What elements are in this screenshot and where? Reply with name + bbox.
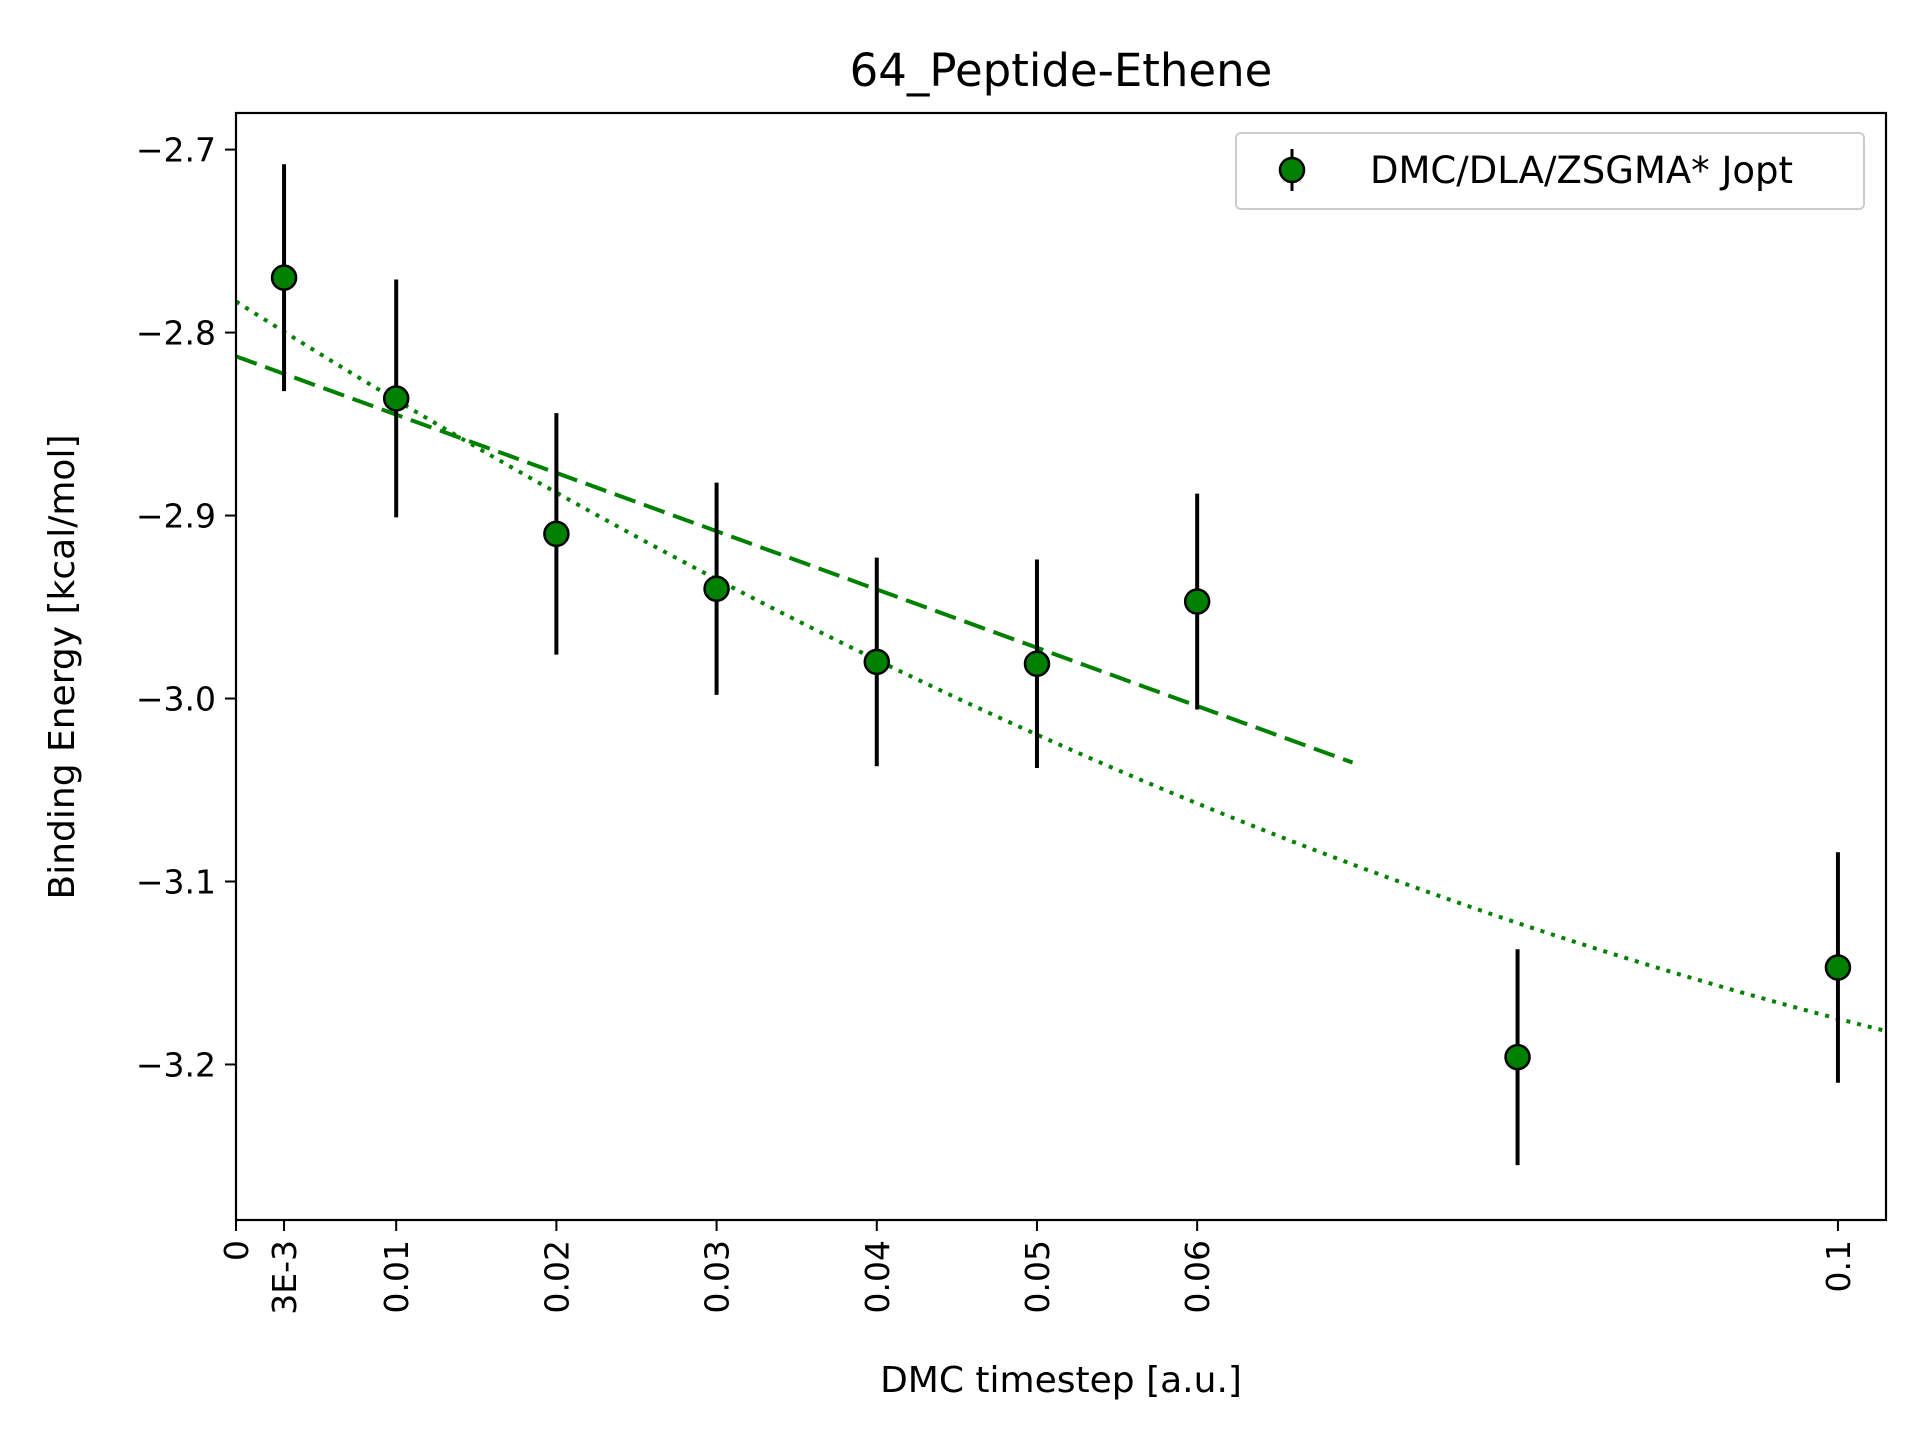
x-tick-label: 0.1 [1819,1240,1858,1292]
data-points [270,164,1852,1166]
data-point [1023,650,1051,678]
data-point [1183,588,1211,615]
data-point [1504,1043,1531,1071]
data-point [1824,954,1852,981]
data-point [382,385,410,412]
legend-label: DMC/DLA/ZSGMA* Jopt [1370,149,1793,192]
x-tick-label: 0.02 [537,1240,576,1313]
x-tick-label: 0.03 [698,1240,737,1313]
x-tick-label: 0.04 [858,1240,897,1313]
y-tick-label: −3.1 [136,862,216,901]
fit-lines [234,299,1887,1033]
y-axis-label: Binding Energy [kcal/mol] [42,435,83,900]
data-point [543,520,570,548]
y-tick-label: −2.8 [136,314,216,353]
legend: DMC/DLA/ZSGMA* Jopt [1235,132,1865,210]
y-tick-label: −3.0 [136,680,216,719]
x-tick-label: 0.06 [1178,1240,1217,1313]
linear-fit-line [235,354,1354,765]
data-point [863,648,891,676]
legend-box [1235,132,1865,210]
quadratic-fit-curve [234,299,1887,1033]
x-axis-label: DMC timestep [a.u.] [880,1360,1242,1401]
data-point [703,575,730,602]
plot-frame [234,111,1888,1222]
y-axis: −2.7 −2.8 −2.9 −3.0 −3.1 −3.2 [136,131,236,1084]
chart-title: 64_Peptide-Ethene [850,44,1273,97]
x-axis: 0 3E-3 0.01 0.02 0.03 0.04 0.05 0.06 0.1 [217,1220,1858,1315]
y-tick-label: −3.2 [136,1045,216,1084]
x-tick-label: 0.05 [1018,1240,1057,1313]
x-tick-label: 3E-3 [265,1240,304,1315]
legend-marker [1278,156,1306,184]
y-tick-label: −2.7 [136,131,216,170]
data-point [270,264,298,291]
x-tick-label: 0.01 [377,1240,416,1313]
y-tick-label: −2.9 [136,497,216,536]
x-tick-label: 0 [217,1240,256,1261]
